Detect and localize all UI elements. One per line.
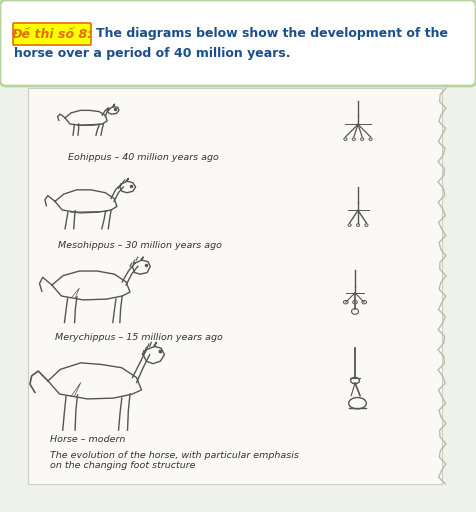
Text: Đề thi số 8:: Đề thi số 8: — [11, 28, 93, 40]
FancyBboxPatch shape — [0, 0, 476, 86]
Text: Mesohippus – 30 million years ago: Mesohippus – 30 million years ago — [58, 242, 222, 250]
Text: The evolution of the horse, with particular emphasis: The evolution of the horse, with particu… — [50, 451, 299, 459]
FancyBboxPatch shape — [13, 23, 91, 45]
Text: Horse – modern: Horse – modern — [50, 436, 125, 444]
Text: The diagrams below show the development of the: The diagrams below show the development … — [96, 28, 448, 40]
Text: horse over a period of 40 million years.: horse over a period of 40 million years. — [14, 48, 290, 60]
Text: Eohippus – 40 million years ago: Eohippus – 40 million years ago — [68, 154, 219, 162]
Text: on the changing foot structure: on the changing foot structure — [50, 461, 196, 471]
Text: Merychippus – 15 million years ago: Merychippus – 15 million years ago — [55, 333, 223, 343]
FancyBboxPatch shape — [28, 88, 442, 484]
